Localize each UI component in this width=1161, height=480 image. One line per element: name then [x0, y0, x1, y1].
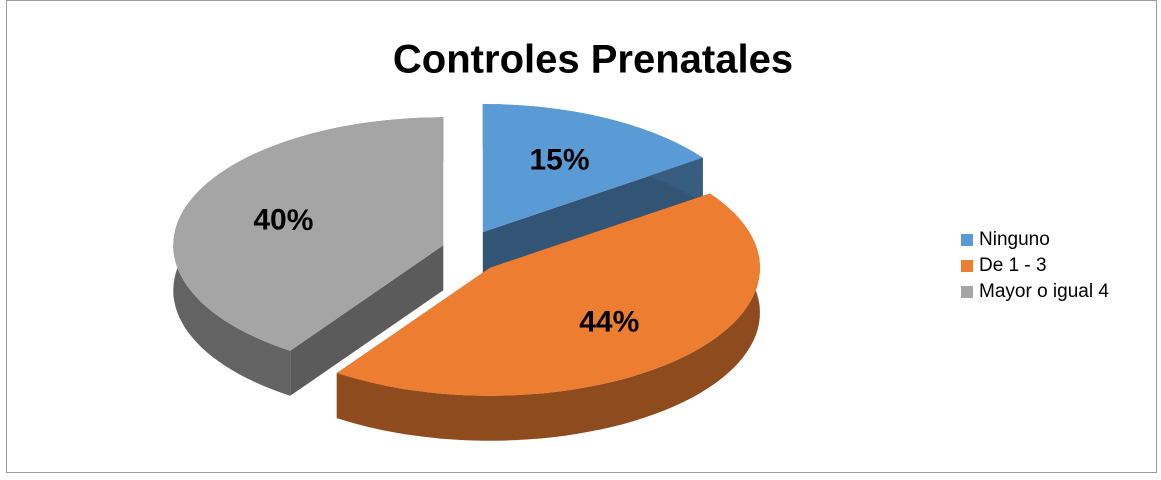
data-label-unit: %	[287, 204, 314, 237]
slice	[173, 117, 444, 351]
data-label: 40%	[253, 204, 313, 237]
legend-swatch	[961, 286, 973, 298]
slice	[336, 193, 760, 441]
chart-title: Controles Prenatales	[393, 38, 793, 82]
slice	[482, 104, 703, 233]
slice-cut-face	[290, 245, 444, 396]
slice-cut-face	[482, 157, 703, 278]
data-label-unit: %	[613, 305, 640, 338]
legend-swatch	[961, 234, 973, 246]
data-label: 44%	[579, 305, 639, 338]
data-label-unit: %	[563, 143, 590, 176]
legend-label: De 1 - 3	[979, 255, 1047, 276]
slice	[482, 104, 703, 278]
data-label: 15%	[530, 143, 590, 176]
slice-wall	[336, 193, 760, 441]
legend-label: Ninguno	[979, 229, 1050, 250]
legend-swatch	[961, 260, 973, 272]
legend-label: Mayor o igual 4	[979, 281, 1109, 302]
slice	[336, 193, 760, 396]
slice	[173, 117, 444, 396]
